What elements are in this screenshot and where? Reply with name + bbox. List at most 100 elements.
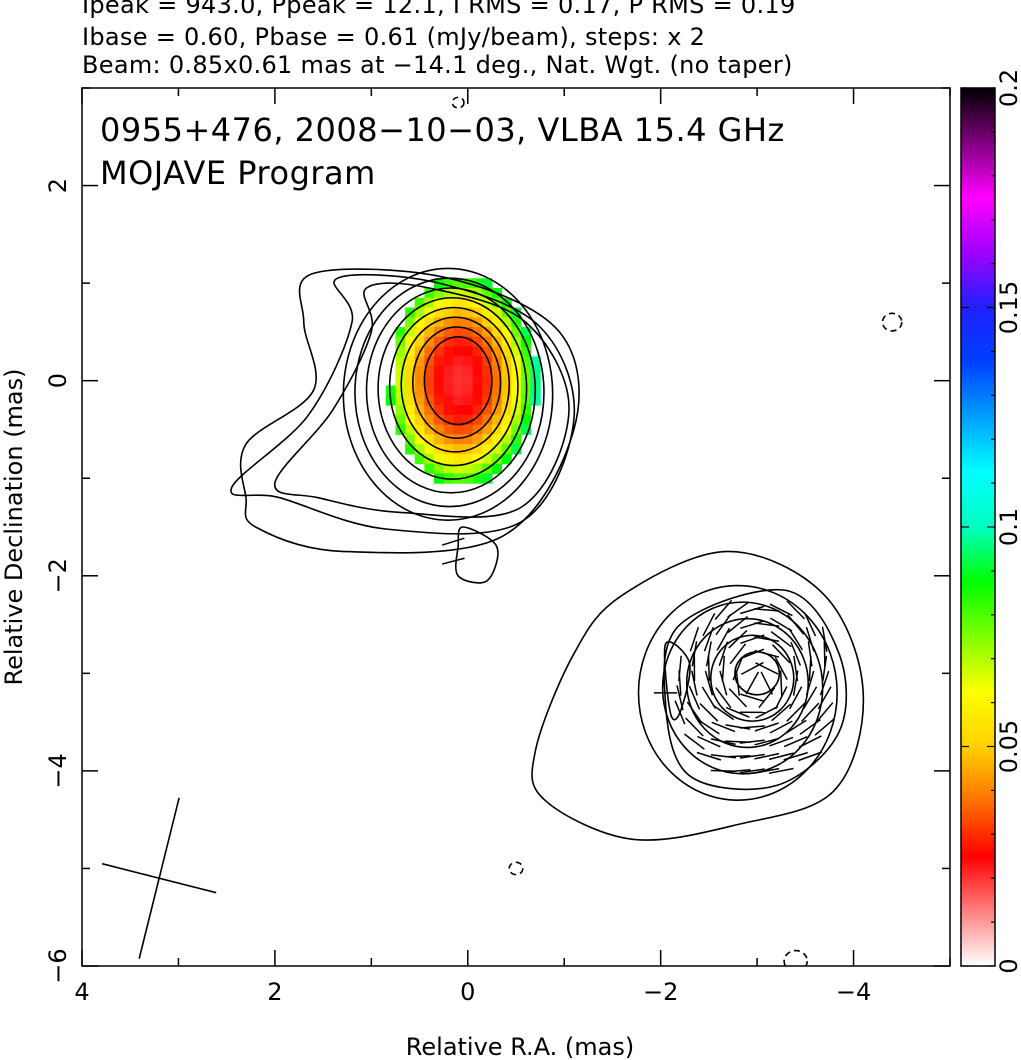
evpa-vector: [691, 641, 698, 667]
evpa-vector: [771, 644, 791, 664]
polarization-pixel: [482, 307, 493, 318]
evpa-vector: [719, 670, 728, 696]
axis-tick-labels: 4 2 0 −2 −4 −6 −4 −2 0 2: [44, 178, 871, 1006]
polarization-pixel: [443, 297, 454, 309]
polarization-pixel: [482, 424, 493, 435]
noise-contour: [508, 861, 524, 876]
evpa-vector: [792, 670, 799, 696]
polarization-pixel: [530, 356, 541, 367]
evpa-vector: [803, 686, 818, 709]
polarization-pixel: [424, 395, 435, 406]
polarization-pixel: [472, 453, 483, 465]
polarization-pixel: [491, 317, 503, 328]
evpa-vector: [739, 725, 765, 729]
colorbar-tick-label: 0.05: [995, 720, 1021, 773]
polarization-pixel: [511, 375, 522, 387]
evpa-vector: [710, 738, 736, 746]
core-contour: [388, 306, 519, 467]
polarization-pixel: [405, 414, 416, 426]
polarization-pixel: [424, 424, 435, 435]
polarization-pixel: [443, 375, 454, 387]
polarization-pixel: [482, 414, 493, 426]
evpa-vector: [774, 686, 788, 710]
polarization-pixel: [414, 434, 425, 445]
evpa-vector: [716, 627, 731, 651]
polarization-pixel: [491, 307, 503, 318]
evpa-vector: [822, 655, 828, 682]
evpa-vector: [729, 643, 747, 665]
polarization-pixel: [453, 317, 464, 328]
polarization-pixel: [395, 366, 406, 377]
polarization-pixel: [462, 287, 474, 299]
evpa-vector: [805, 670, 815, 696]
polarization-pixel: [405, 317, 416, 328]
evpa-vector: [725, 706, 750, 718]
evpa-vector: [783, 751, 808, 761]
polarization-pixel: [443, 395, 454, 406]
evpa-vector: [807, 641, 813, 667]
evpa-vector: [784, 719, 807, 735]
core-outer-contour: [274, 282, 570, 518]
noise-contour: [881, 312, 903, 332]
polarization-pixel: [453, 356, 464, 367]
polarization-pixel: [501, 395, 512, 406]
polarization-pixel: [501, 346, 512, 357]
polarization-pixel: [520, 327, 532, 338]
polarization-pixel: [501, 327, 512, 338]
polarization-pixel: [462, 444, 474, 455]
x-tick-label: −2: [643, 978, 678, 1006]
polarization-pixel: [395, 356, 406, 367]
evpa-vector: [755, 662, 779, 675]
polarization-pixel: [472, 444, 483, 455]
polarization-pixel: [424, 366, 435, 377]
colorbar-tick-label: 0.2: [995, 69, 1021, 107]
polarization-pixel: [443, 424, 454, 435]
evpa-vector: [758, 687, 776, 709]
polarization-pixel: [482, 375, 493, 387]
polarization-pixel: [520, 414, 532, 426]
polarization-pixel: [501, 385, 512, 396]
polarization-pixel: [414, 327, 425, 338]
polarization-pixel: [482, 444, 493, 455]
polarization-pixel: [453, 297, 464, 309]
polarization-pixel: [462, 366, 474, 377]
polarization-pixel: [482, 395, 493, 406]
evpa-vector: [770, 630, 792, 648]
jet-outer-contour: [531, 550, 865, 841]
polarization-pixel: [472, 424, 483, 435]
x-tick-label: −4: [836, 978, 871, 1006]
polarization-pixel: [511, 327, 522, 338]
polarization-pixel: [405, 395, 416, 406]
polarization-pixel: [482, 405, 493, 416]
polarization-pixel: [482, 317, 493, 328]
polarization-pixel: [414, 405, 425, 416]
evpa-vector: [760, 671, 774, 695]
polarization-pixel: [453, 424, 464, 435]
evpa-vector: [788, 628, 804, 651]
polarization-pixel: [453, 346, 464, 357]
colorbar-tick-labels: 0 0.05 0.1 0.15 0.2: [995, 69, 1021, 974]
evpa-vector: [699, 702, 719, 722]
polarization-pixel: [462, 346, 474, 357]
polarization-pixel: [424, 444, 435, 455]
evpa-vector: [715, 613, 732, 636]
evpa-vector: [715, 687, 732, 709]
polarization-pixel: [414, 297, 425, 309]
polarization-pixel: [453, 336, 464, 348]
noise-contour: [451, 96, 465, 109]
polarization-pixel: [434, 414, 445, 426]
evpa-vector: [676, 685, 684, 711]
polarization-pixel: [472, 336, 483, 348]
polarization-pixel: [472, 356, 483, 367]
polarization-pixel: [434, 424, 445, 435]
evpa-vector: [814, 718, 835, 736]
polarization-pixel: [424, 346, 435, 357]
polarization-pixel: [405, 336, 416, 348]
evpa-vector: [754, 752, 780, 760]
evpa-vector: [712, 704, 735, 721]
header-line-1: Ipeak = 943.0, Ppeak = 12.1, I RMS = 0.1…: [82, 0, 796, 19]
polarization-pixel: [443, 336, 454, 348]
y-tick-label: −6: [44, 948, 72, 983]
evpa-vector: [714, 599, 733, 620]
evpa-vector: [754, 636, 780, 643]
